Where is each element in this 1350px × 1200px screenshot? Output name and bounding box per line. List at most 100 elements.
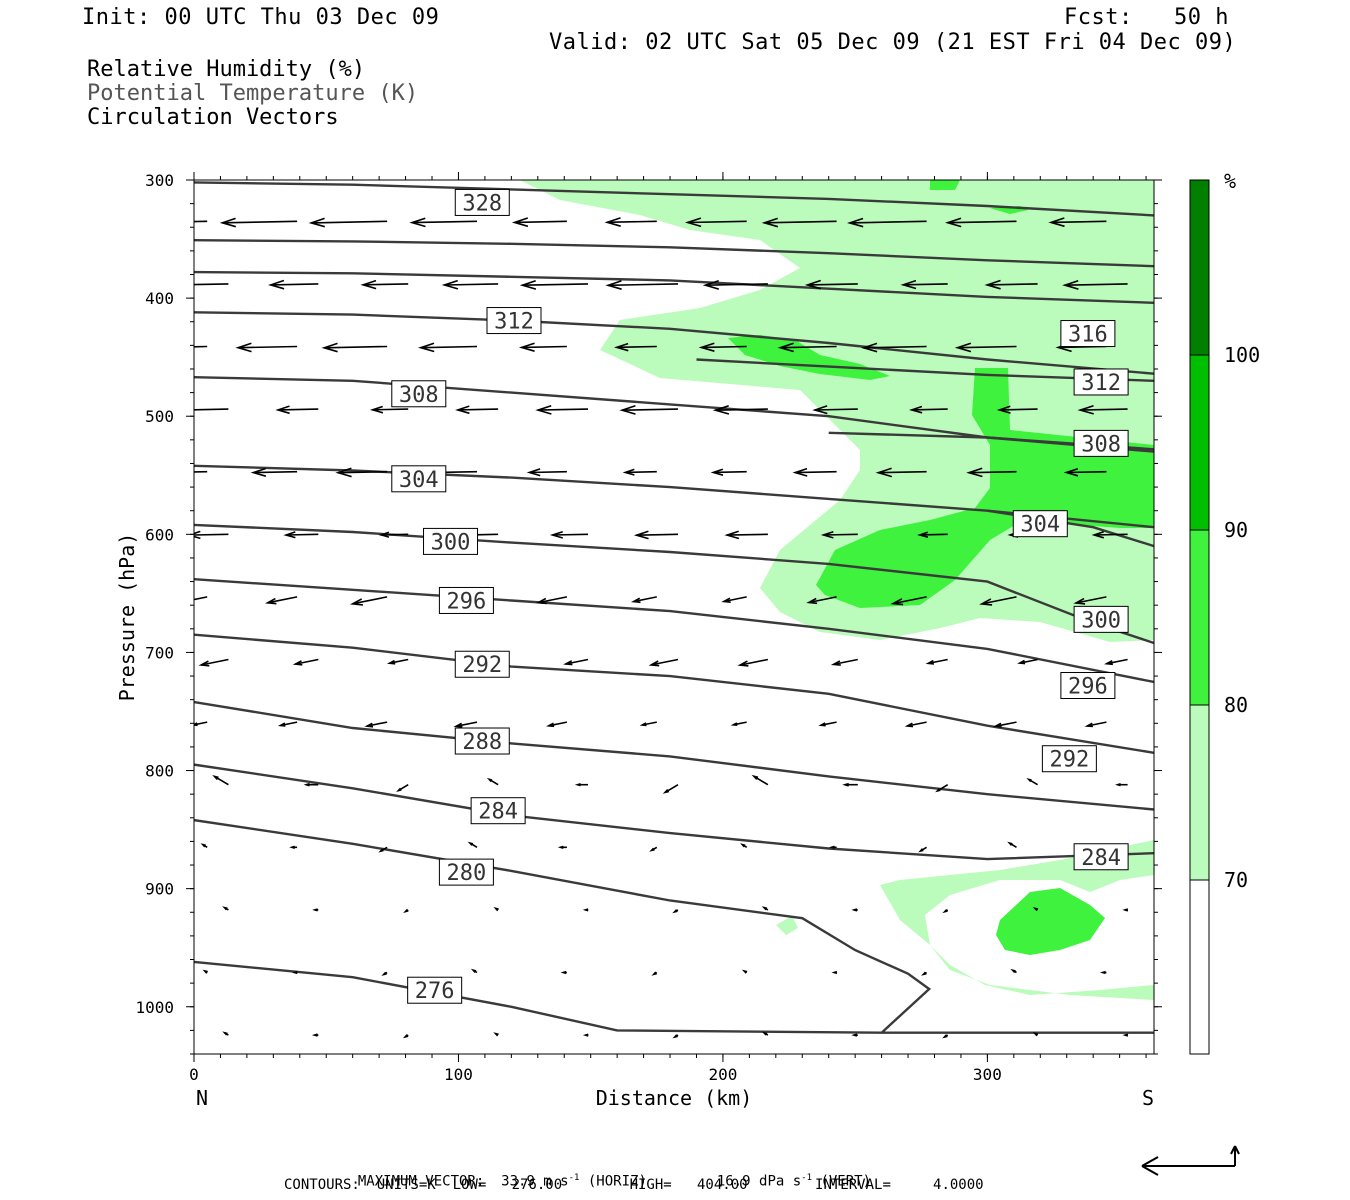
vector-arrow — [212, 774, 229, 786]
vector-arrow — [649, 846, 658, 852]
axes: 300 400 500 600 700 800 900 1000 0 100 200 300 Dista… — [115, 171, 1162, 1110]
svg-text:296: 296 — [447, 589, 487, 614]
vector-arrow — [942, 908, 949, 914]
vector-arrow — [846, 217, 927, 228]
vector-arrow — [292, 658, 319, 666]
vector-arrow — [917, 531, 948, 538]
svg-text:296: 296 — [1068, 675, 1108, 700]
contour-label-312: 312 — [486, 307, 542, 335]
vector-arrow — [303, 782, 319, 787]
vector-arrow — [194, 530, 229, 540]
contour-label-300: 300 — [423, 527, 479, 555]
max-vector-line: MAXIMUM VECTOR: 33.9 m s-1 (HORIZ) 16.9 d… — [341, 1157, 871, 1190]
vector-arrow — [712, 405, 768, 415]
init-time: Init: 00 UTC Thu 03 Dec 09 — [82, 5, 440, 30]
vector-arrow — [861, 342, 927, 353]
vector-arrow — [992, 721, 1017, 728]
vector-arrow — [535, 404, 589, 415]
vector-arrow — [831, 970, 838, 975]
contour-label-300: 300 — [1073, 605, 1129, 633]
vector-arrow — [639, 721, 657, 727]
vector-arrow — [470, 968, 478, 974]
colorbar-seg-low — [1189, 879, 1210, 1055]
vector-arrow — [194, 470, 208, 473]
colorbar-tick-80: 80 — [1224, 693, 1248, 717]
vector-arrow — [730, 721, 747, 726]
vector-arrow — [984, 279, 1038, 290]
vector-arrow — [409, 217, 478, 228]
vector-arrow — [1104, 658, 1128, 666]
colorbar-tick-70: 70 — [1224, 868, 1248, 892]
vector-arrow — [535, 596, 568, 605]
theta-contour-3 — [194, 311, 1154, 375]
vector-arrow — [200, 843, 208, 848]
vector-arrow — [829, 845, 837, 849]
vector-arrow — [875, 467, 927, 478]
horiz-exp: -1 — [568, 1173, 580, 1183]
vector-arrow — [900, 279, 948, 290]
contour-label-292: 292 — [454, 650, 510, 678]
theta-contour-17 — [194, 763, 1154, 861]
svg-text:328: 328 — [462, 191, 502, 216]
contour-label-328: 328 — [454, 188, 510, 216]
vector-arrow — [526, 468, 567, 477]
rh-80-region-b — [816, 368, 1154, 608]
vector-arrow — [777, 342, 837, 353]
theta-contour-1 — [194, 239, 1154, 268]
contour-label-280: 280 — [438, 858, 494, 886]
vector-arrow — [721, 596, 747, 603]
rh-70-region-2 — [776, 916, 798, 935]
horiz-tag: (HORIZ) — [579, 1173, 647, 1190]
contour-label-308: 308 — [1073, 429, 1129, 457]
vector-arrow — [921, 971, 928, 976]
vector-arrow — [545, 721, 568, 728]
vector-arrow — [908, 405, 948, 414]
vector-arrow — [275, 405, 319, 415]
plot-frame — [193, 179, 1155, 1055]
theta-contour-14 — [194, 633, 1154, 754]
max-vector-label: MAXIMUM VECTOR: — [357, 1173, 485, 1190]
vector-arrow — [830, 658, 858, 666]
vector-arrow — [311, 1033, 319, 1037]
theta-contour-19 — [194, 818, 932, 1034]
contour-label-292: 292 — [1041, 745, 1097, 773]
y-tick-label: 600 — [145, 525, 174, 544]
vector-arrow — [222, 1031, 229, 1036]
rh-80-region-e — [996, 888, 1105, 955]
vector-arrow — [613, 342, 657, 352]
contour-label-284: 284 — [1073, 843, 1129, 871]
svg-text:312: 312 — [494, 310, 534, 335]
vector-arrow — [441, 279, 499, 290]
vector-arrow — [518, 342, 567, 352]
vector-arrow — [672, 1034, 679, 1039]
y-axis-label: Pressure (hPa) — [115, 533, 139, 702]
svg-text:280: 280 — [447, 861, 487, 886]
vert-exp: -1 — [801, 1173, 813, 1183]
contour-label-316: 316 — [1060, 320, 1116, 348]
vector-arrow — [493, 1032, 499, 1037]
vector-arrow — [369, 405, 409, 414]
vector-arrow — [851, 1033, 858, 1037]
theta-contour-6 — [696, 358, 1154, 382]
theta-contour-16 — [194, 700, 1154, 811]
vector-arrow — [761, 1031, 769, 1036]
vector-arrow — [235, 342, 298, 353]
vector-arrow — [751, 774, 769, 786]
vector-arrow — [582, 1033, 589, 1037]
x-tick-label: 100 — [444, 1065, 473, 1084]
vector-arrow — [1032, 1032, 1039, 1037]
vector-arrow — [519, 280, 589, 290]
vector-arrow — [737, 658, 769, 667]
vector-arrow — [1073, 596, 1107, 605]
vector-arrow — [979, 596, 1017, 606]
vector-arrow — [966, 467, 1017, 478]
vector-arrow — [1032, 907, 1039, 912]
svg-text:304: 304 — [399, 468, 439, 493]
vector-arrow — [378, 531, 409, 538]
svg-text:288: 288 — [462, 730, 502, 755]
vector-arrow — [455, 405, 499, 415]
vector-arrow — [724, 530, 768, 540]
vector-arrow — [942, 1034, 949, 1039]
contour-label-296: 296 — [1060, 672, 1116, 700]
vector-arrow — [761, 217, 837, 228]
